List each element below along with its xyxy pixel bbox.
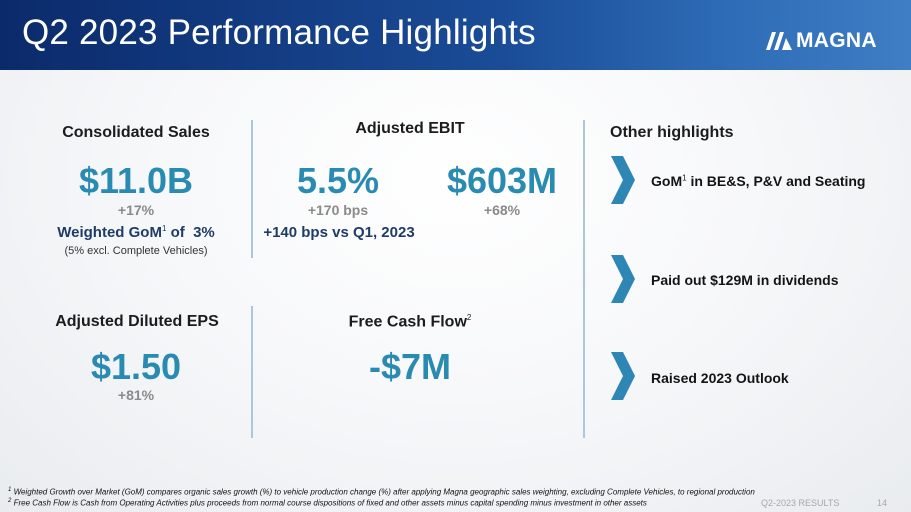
highlight-item-gom: GoM1 in BE&S, P&V and Seating: [651, 173, 865, 189]
consolidated-sales-value: $11.0B: [78, 160, 194, 201]
adjusted-eps-heading: Adjusted Diluted EPS: [55, 313, 219, 330]
magna-logo: MAGNA: [766, 29, 877, 52]
consolidated-sales-change: +17%: [117, 202, 155, 218]
adjusted-eps-change: +81%: [117, 387, 155, 403]
footer-results-label: Q2-2023 RESULTS: [761, 498, 840, 508]
footnote-2-text: Free Cash Flow is Cash from Operating Ac…: [11, 498, 647, 508]
adjusted-ebit-margin-change: +170 bps: [307, 202, 369, 218]
chevron-right-icon: [611, 255, 635, 303]
footnote-1: 1 Weighted Growth over Market (GoM) comp…: [8, 487, 755, 497]
chevron-right-icon: [611, 352, 635, 400]
weighted-gom-label: Weighted GoM: [57, 224, 162, 241]
divider-eps-fcf: [251, 306, 253, 438]
adjusted-ebit-heading: Adjusted EBIT: [355, 120, 465, 137]
magna-logo-text: MAGNA: [796, 29, 877, 52]
magna-logo-icon: [766, 32, 792, 50]
highlight-item-outlook: Raised 2023 Outlook: [651, 370, 789, 386]
adjusted-ebit-margin-value: 5.5%: [296, 160, 380, 201]
slide-title: Q2 2023 Performance Highlights: [22, 13, 536, 52]
title-banner: Q2 2023 Performance Highlights MAGNA: [0, 0, 911, 70]
consolidated-sales-heading: Consolidated Sales: [62, 124, 210, 141]
weighted-gom-footnote-ref: 1: [161, 224, 167, 233]
adjusted-ebit-amount-value: $603M: [446, 160, 558, 201]
free-cash-flow-footnote-ref: 2: [466, 313, 472, 322]
adjusted-eps-value: $1.50: [90, 346, 182, 387]
chevron-right-icon: [611, 156, 635, 204]
adjusted-ebit-amount-change: +68%: [483, 202, 521, 218]
weighted-gom-note: (5% excl. Complete Vehicles): [64, 245, 208, 257]
footnote-2-number: 2: [8, 498, 12, 504]
footnote-1-number: 1: [8, 487, 12, 493]
highlight-gom-rest: in BE&S, P&V and Seating: [686, 173, 866, 189]
page-number: 14: [877, 498, 888, 508]
highlight-gom-label: GoM: [651, 173, 683, 189]
divider-sales-ebit: [251, 120, 253, 258]
adjusted-ebit-vs-prior: +140 bps vs Q1, 2023: [263, 224, 415, 241]
highlight-gom-footnote-ref: 1: [682, 173, 687, 183]
free-cash-flow-heading-text: Free Cash Flow: [348, 313, 467, 331]
weighted-gom-line: Weighted GoM1 of 3%: [30, 224, 242, 241]
free-cash-flow-heading: Free Cash Flow2: [255, 313, 565, 331]
highlight-item-dividends: Paid out $129M in dividends: [651, 272, 839, 288]
other-highlights-heading: Other highlights: [610, 124, 734, 141]
free-cash-flow-value: -$7M: [368, 346, 452, 387]
footnote-2: 2 Free Cash Flow is Cash from Operating …: [8, 498, 647, 508]
divider-ebit-highlights: [583, 120, 585, 438]
footnote-1-text: Weighted Growth over Market (GoM) compar…: [11, 487, 755, 497]
weighted-gom-value: of 3%: [170, 224, 215, 241]
